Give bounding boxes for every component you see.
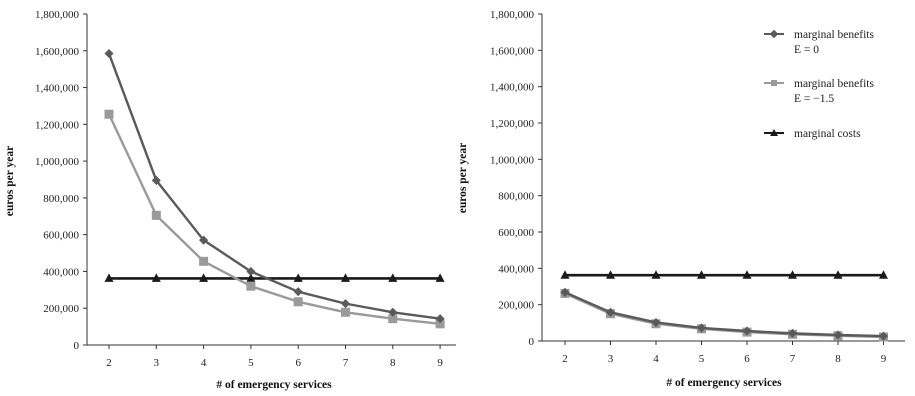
right-y-tick-label: 1,000,000 [490,154,535,166]
left-x-tick-label: 9 [437,357,443,369]
right-point-triangle [879,270,888,279]
left-y-tick-label: 800,000 [43,193,79,205]
left-y-tick-label: 1,200,000 [35,119,80,131]
right-y-tick-label: 200,000 [498,300,534,312]
left-point-square [151,210,161,220]
right-point-diamond [560,287,570,297]
left-x-axis-ticks: 2 3 4 5 6 7 8 9 [106,345,443,369]
left-y-axis-ticks: 0 200,000 400,000 600,000 800,000 1,000,000 1,… [35,9,87,352]
right-point-triangle [697,270,706,279]
left-point-diamond [340,299,351,309]
right-point-triangle [742,270,752,279]
right-y-tick-label: 1,800,000 [490,9,535,21]
left-x-tick-label: 6 [295,357,301,369]
left-point-triangle [293,273,303,282]
right-x-axis-title: # of emergency services [666,377,782,389]
left-point-triangle [199,273,209,282]
right-y-axis-title: euros per year [457,143,469,213]
right-y-axis-ticks: 0 200,000 400,000 600,000 800,000 1,000,000 1,… [490,9,542,348]
right-x-tick-label: 3 [608,353,614,365]
left-series-line-diamond [107,53,441,320]
right-y-tick-label: 400,000 [498,263,534,275]
left-x-tick-label: 8 [390,357,396,369]
left-y-tick-label: 400,000 [43,266,79,278]
left-x-tick-label: 4 [201,357,207,369]
left-point-diamond [151,175,161,185]
left-point-square [104,109,114,119]
left-y-tick-label: 1,000,000 [35,156,80,168]
left-y-tick-label: 1,400,000 [35,83,80,95]
right-point-diamond [787,328,798,338]
left-point-square [293,297,303,307]
left-point-triangle [151,273,161,282]
right-chart: 0 200,000 400,000 600,000 800,000 1,000,000 1,… [457,9,905,389]
legend-item-benefits-e0: marginal benefits E = 0 [764,29,877,56]
legend-label-benefits-e15-line1: marginal benefits [794,78,874,90]
legend-label-benefits-e0-line2: E = 0 [794,44,819,56]
right-x-tick-label: 5 [699,353,705,365]
legend-marker-triangle [770,129,778,136]
left-x-tick-label: 2 [106,357,112,369]
right-x-tick-label: 9 [881,353,887,365]
right-y-tick-label: 1,200,000 [490,118,535,130]
legend-label-benefits-e15: marginal benefits E = −1.5 [794,78,877,105]
left-x-tick-label: 3 [154,357,160,369]
right-point-triangle [833,270,843,279]
left-y-tick-label: 0 [74,340,80,352]
left-point-square [388,314,398,324]
left-x-tick-label: 7 [343,357,349,369]
left-point-diamond [293,287,303,297]
left-series-line-square [107,113,441,326]
left-point-triangle [246,273,256,282]
legend-item-costs: marginal costs [764,128,861,140]
left-point-square [435,319,445,329]
left-point-square [341,307,350,317]
left-point-diamond [104,49,114,59]
right-x-tick-label: 4 [653,353,659,365]
left-y-axis-title: euros per year [4,146,16,216]
left-y-tick-label: 1,600,000 [35,46,80,58]
left-series-group [104,49,445,329]
right-x-tick-label: 8 [835,353,841,365]
legend-label-benefits-e0-line1: marginal benefits [794,29,874,41]
left-chart: 0 200,000 400,000 600,000 800,000 1,000,000 1,… [4,9,456,391]
right-y-tick-label: 0 [529,336,535,348]
left-point-triangle [104,273,114,282]
legend-item-benefits-e15: marginal benefits E = −1.5 [764,78,877,105]
legend-label-benefits-e15-line2: E = −1.5 [794,93,834,105]
legend: marginal benefits E = 0 marginal benefit… [764,29,877,140]
legend-marker-square [771,80,777,86]
left-y-tick-label: 1,800,000 [35,9,80,21]
right-y-tick-label: 600,000 [498,227,534,239]
left-point-triangle [388,273,398,282]
legend-label-costs: marginal costs [794,128,861,140]
right-series-group [560,270,889,342]
right-point-triangle [651,270,661,279]
right-x-tick-label: 7 [790,353,796,365]
left-x-tick-label: 5 [248,357,254,369]
right-y-tick-label: 800,000 [498,191,534,203]
left-x-axis-title: # of emergency services [216,379,332,391]
left-point-square [246,281,256,291]
right-point-triangle [560,270,570,279]
right-x-tick-label: 6 [744,353,750,365]
right-y-tick-label: 1,600,000 [490,45,535,57]
right-y-tick-label: 1,400,000 [490,82,535,94]
legend-marker-diamond [769,29,779,39]
right-point-diamond [605,307,616,317]
left-point-square [199,256,209,266]
left-y-tick-label: 200,000 [43,303,79,315]
right-point-triangle [788,270,797,279]
left-point-triangle [435,273,445,282]
left-point-diamond [246,266,256,276]
right-series-line-diamond [564,291,884,338]
right-x-tick-label: 2 [562,353,568,365]
right-x-axis-ticks: 2 3 4 5 6 7 8 9 [562,341,887,365]
left-point-triangle [341,273,350,282]
right-point-triangle [606,270,615,279]
left-y-tick-label: 600,000 [43,230,79,242]
legend-label-benefits-e0: marginal benefits E = 0 [794,29,877,56]
